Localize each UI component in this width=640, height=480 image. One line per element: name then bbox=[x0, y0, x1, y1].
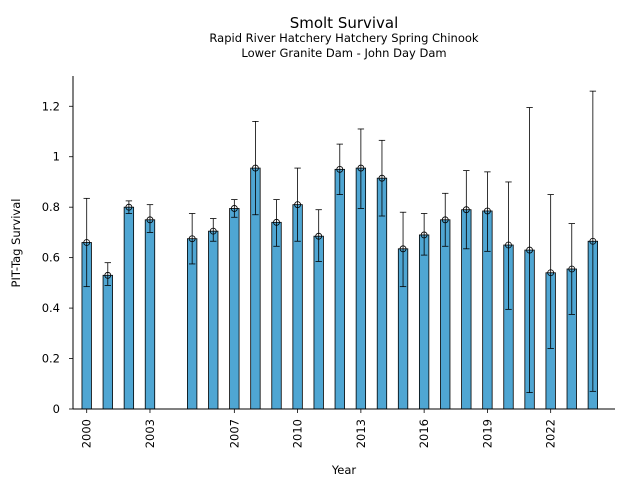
bar-group bbox=[503, 181, 514, 410]
x-tick-label: 2000 bbox=[80, 419, 94, 448]
x-tick-label: 2003 bbox=[143, 419, 157, 448]
bar bbox=[123, 206, 135, 410]
bar-group bbox=[376, 139, 388, 410]
y-tick-label: 1.2 bbox=[42, 99, 60, 113]
bar bbox=[334, 168, 345, 410]
data-point-marker bbox=[357, 164, 365, 172]
y-tick-label: 0.8 bbox=[42, 200, 60, 214]
bar-group bbox=[292, 167, 303, 410]
bar-group bbox=[524, 107, 535, 410]
data-point-marker bbox=[399, 245, 407, 253]
bar-group bbox=[587, 90, 598, 410]
y-axis-label: PIT-Tag Survival bbox=[9, 199, 23, 288]
x-axis-label: Year bbox=[331, 463, 357, 477]
bar-group bbox=[334, 143, 345, 410]
data-point-marker bbox=[484, 207, 491, 215]
y-tick-label: 0.6 bbox=[42, 251, 60, 265]
bar-group bbox=[187, 213, 198, 410]
y-tick-label: 1 bbox=[53, 150, 60, 164]
chart-subtitle-line-2: Lower Granite Dam - John Day Dam bbox=[241, 46, 446, 60]
y-tick-label: 0.2 bbox=[42, 352, 60, 366]
data-point-marker bbox=[462, 206, 470, 214]
x-axis-ticks: 2000 2003 2007 2010 2013 2016 2019 2022 bbox=[80, 409, 558, 448]
bar-group bbox=[566, 223, 577, 410]
x-tick-label: 2016 bbox=[417, 419, 431, 448]
data-point-marker bbox=[83, 239, 91, 246]
bar bbox=[102, 274, 113, 410]
data-point-marker bbox=[441, 216, 449, 224]
bar bbox=[208, 230, 219, 410]
data-point-marker bbox=[505, 241, 512, 249]
data-point-marker bbox=[188, 235, 196, 243]
data-point-marker bbox=[294, 201, 302, 209]
bar bbox=[144, 219, 156, 410]
bar-group bbox=[482, 171, 493, 410]
bar-group bbox=[545, 194, 556, 410]
data-point-marker bbox=[315, 232, 323, 240]
data-point-marker bbox=[378, 174, 386, 182]
bar-group bbox=[313, 209, 324, 410]
data-point-marker bbox=[420, 231, 428, 239]
y-tick-label: 0.4 bbox=[42, 301, 60, 315]
bar-group bbox=[397, 211, 409, 410]
x-tick-label: 2019 bbox=[480, 419, 494, 448]
bar-group bbox=[123, 200, 135, 410]
data-point-marker bbox=[125, 203, 133, 211]
data-point-marker bbox=[252, 164, 259, 172]
data-point-marker bbox=[230, 205, 238, 212]
bar-group bbox=[81, 197, 92, 410]
x-tick-label: 2022 bbox=[544, 419, 558, 448]
data-point-marker bbox=[547, 269, 555, 277]
bar-group bbox=[271, 199, 282, 410]
data-point-marker bbox=[273, 218, 280, 226]
x-tick-label: 2007 bbox=[227, 419, 241, 448]
data-point-marker bbox=[104, 271, 112, 279]
bar-group bbox=[440, 192, 451, 410]
bar bbox=[440, 219, 451, 410]
bar bbox=[271, 221, 282, 410]
bar-group bbox=[418, 213, 430, 410]
data-point-marker bbox=[146, 216, 154, 224]
bar-group bbox=[355, 128, 367, 410]
bar-group bbox=[461, 170, 472, 410]
y-axis-ticks: 0 0.2 0.4 0.6 0.8 1 1.2 bbox=[42, 99, 73, 416]
bar-group bbox=[144, 204, 156, 410]
y-tick-label: 0 bbox=[53, 402, 60, 416]
bar bbox=[418, 234, 430, 410]
data-point-marker bbox=[568, 265, 576, 273]
bar bbox=[229, 208, 240, 410]
x-tick-label: 2013 bbox=[354, 419, 368, 448]
data-point-marker bbox=[589, 237, 597, 245]
chart-title: Smolt Survival bbox=[290, 14, 399, 32]
bar bbox=[313, 235, 324, 410]
plot-area bbox=[81, 90, 598, 410]
x-tick-label: 2010 bbox=[291, 419, 305, 448]
data-point-marker bbox=[209, 227, 217, 235]
data-point-marker bbox=[336, 165, 344, 173]
bar-group bbox=[229, 199, 240, 410]
bar-group bbox=[102, 262, 113, 410]
bar-group bbox=[208, 218, 219, 410]
bar-group bbox=[250, 121, 261, 410]
chart-subtitle-line-1: Rapid River Hatchery Hatchery Spring Chi… bbox=[209, 31, 478, 45]
data-point-marker bbox=[526, 246, 533, 254]
